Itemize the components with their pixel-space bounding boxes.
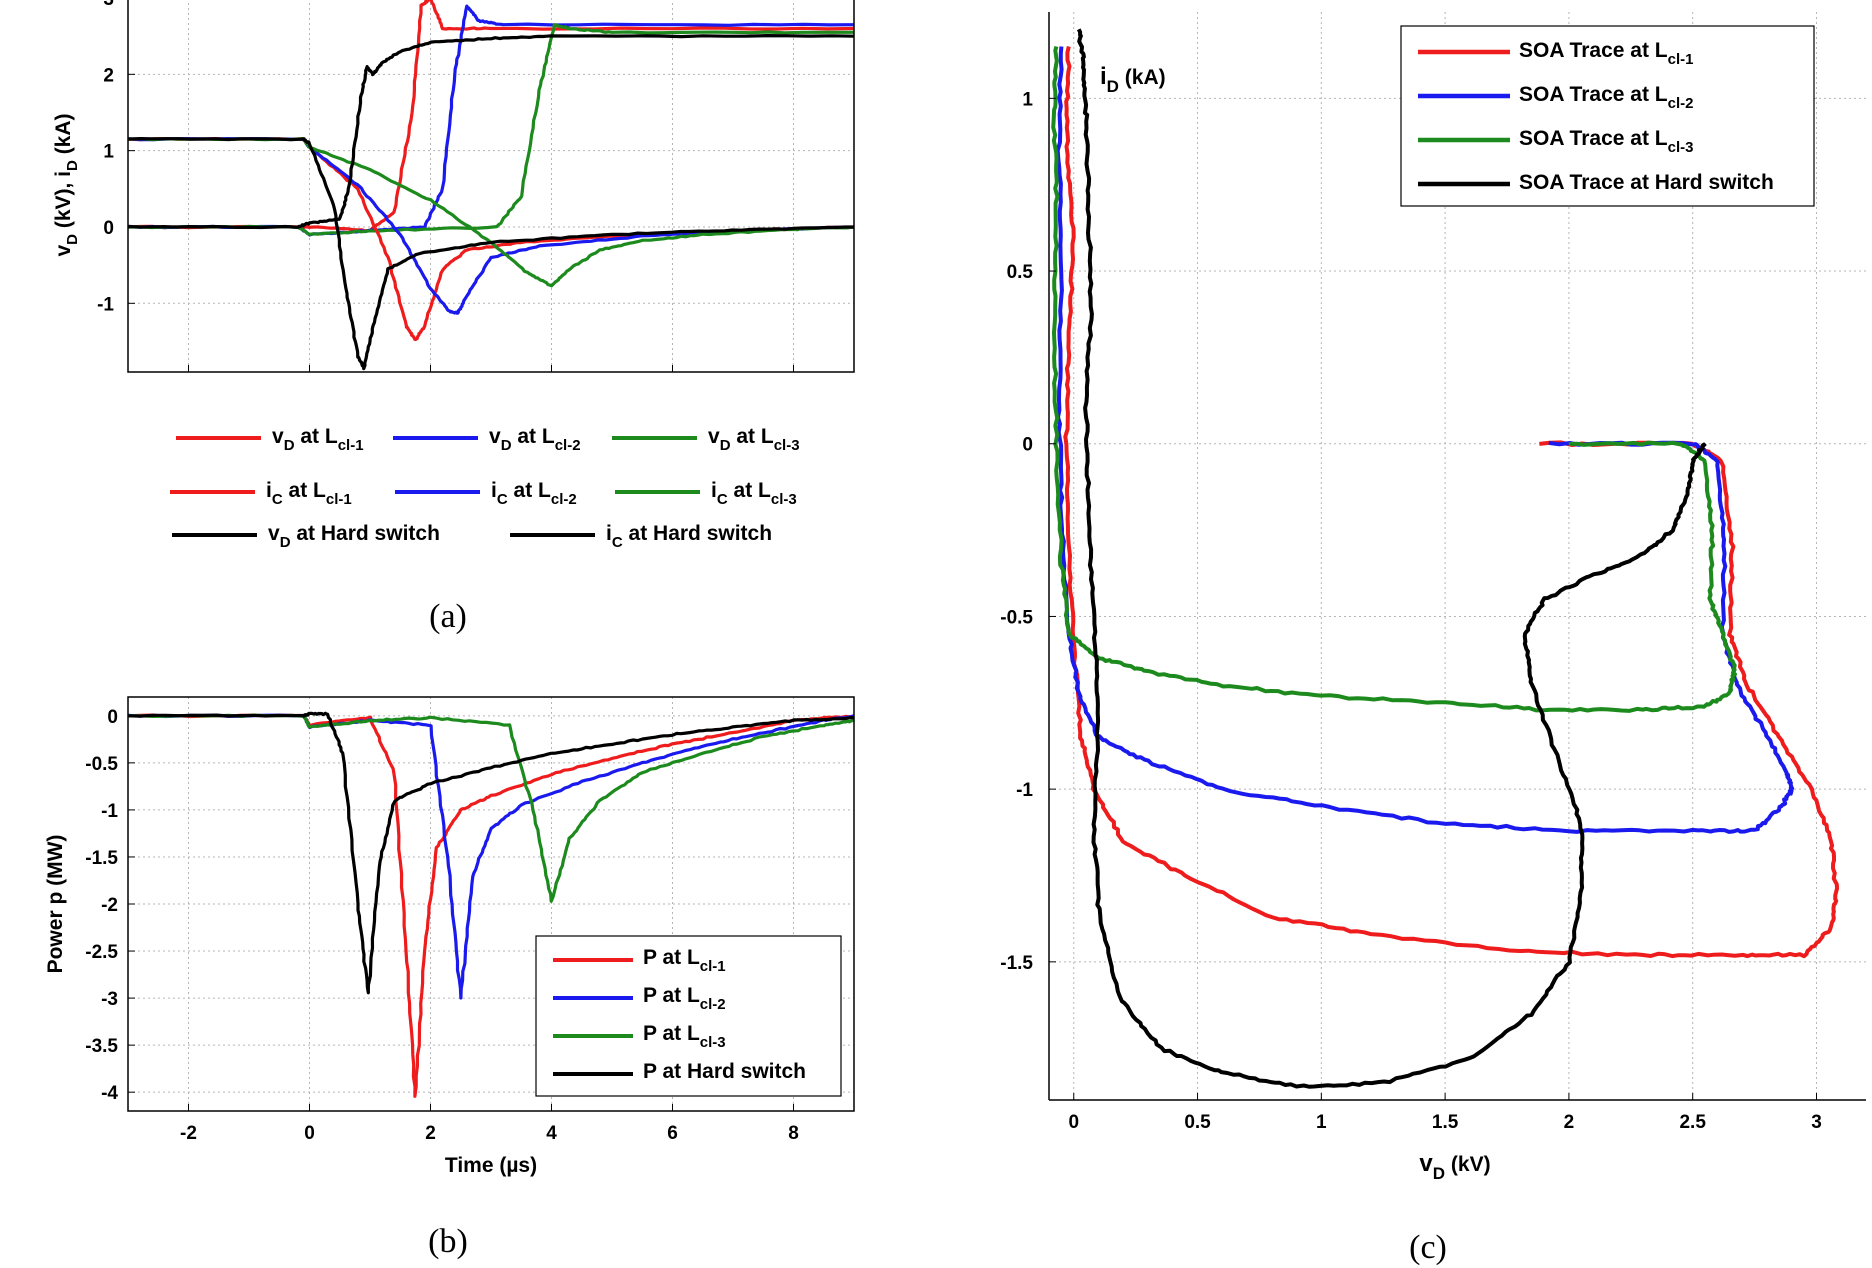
- series-line-green: [127, 137, 855, 288]
- y-tick-label: -1: [1016, 780, 1033, 801]
- legend-label: SOA Trace at Lcl-2: [1519, 83, 1693, 112]
- series-line-black: [128, 711, 854, 995]
- panel-a: -10123 vD (kV), iD (kA) vD at Lcl-1vD at…: [52, 0, 855, 635]
- y-tick-label: -2.5: [85, 942, 118, 963]
- panel-b-ylabel: Power p (MW): [44, 835, 67, 974]
- legend-label: vD at Lcl-1: [272, 425, 364, 454]
- legend-label: SOA Trace at Lcl-3: [1519, 127, 1693, 156]
- panel-a-plot-area: [127, 0, 855, 373]
- panel-a-label: (a): [429, 598, 467, 635]
- x-tick-label: 4: [546, 1123, 557, 1144]
- series-line-red: [1063, 46, 1839, 959]
- y-tick-label: -4: [101, 1083, 118, 1104]
- legend-box: [535, 935, 842, 1097]
- series-line-red: [128, 137, 855, 342]
- legend-label: SOA Trace at Hard switch: [1519, 171, 1774, 194]
- legend-label: P at Lcl-2: [643, 984, 726, 1013]
- x-tick-label: 1.5: [1432, 1112, 1459, 1133]
- y-tick-label: -1: [97, 294, 114, 315]
- legend-box: [1400, 25, 1815, 207]
- y-tick-label: -0.5: [85, 754, 118, 775]
- y-tick-label: 1: [1022, 89, 1033, 110]
- x-tick-label: 3: [1811, 1112, 1822, 1133]
- x-tick-label: 2.5: [1679, 1112, 1706, 1133]
- panel-c-xlabel: vD (kV): [1419, 1150, 1490, 1183]
- legend-label: iC at Lcl-3: [711, 479, 797, 508]
- legend-label: iC at Lcl-2: [491, 479, 577, 508]
- y-tick-label: 0.5: [1007, 262, 1034, 283]
- legend-label: P at Lcl-1: [643, 946, 726, 975]
- panel-c-label: (c): [1409, 1229, 1447, 1266]
- x-tick-label: 8: [788, 1123, 799, 1144]
- y-tick-label: -3.5: [85, 1036, 118, 1057]
- series-line-red: [128, 713, 855, 1098]
- x-tick-label: 2: [1564, 1112, 1575, 1133]
- y-tick-label: -1: [101, 801, 118, 822]
- legend-label: SOA Trace at Lcl-1: [1519, 39, 1693, 68]
- y-tick-label: 1: [103, 142, 114, 163]
- y-tick-label: -0.5: [1000, 607, 1033, 628]
- panel-c: 0 0.5 1 1.5 2 2.5 3 1 0.5 0 -0.5 -1 -1.5 iD (kA) vD …: [1000, 12, 1866, 1266]
- legend-label: P at Lcl-3: [643, 1022, 726, 1051]
- series-line-green: [127, 23, 854, 236]
- x-tick-label: 0.5: [1184, 1112, 1211, 1133]
- x-tick-label: 1: [1316, 1112, 1327, 1133]
- x-tick-label: 2: [425, 1123, 436, 1144]
- legend-label: vD at Lcl-2: [489, 425, 581, 454]
- series-line-black: [1076, 28, 1707, 1089]
- y-tick-label: -1.5: [85, 848, 118, 869]
- panel-c-ylabel: iD (kA): [1100, 63, 1166, 96]
- series-line-green: [127, 713, 855, 903]
- series-line-black: [128, 137, 854, 371]
- y-tick-label: 0: [107, 707, 118, 728]
- series-line-blue: [127, 137, 855, 315]
- y-tick-label: -1.5: [1000, 953, 1033, 974]
- legend-label: vD at Hard switch: [268, 522, 440, 551]
- panel-b-xlabel: Time (µs): [445, 1154, 537, 1177]
- panel-a-legend: vD at Lcl-1 vD at Lcl-2 vD at Lcl-3 iC at L…: [170, 425, 800, 551]
- series-line-blue: [127, 4, 855, 237]
- y-tick-label: -3: [101, 989, 118, 1010]
- y-tick-label: 2: [103, 65, 114, 86]
- y-tick-label: 0: [1022, 435, 1033, 456]
- legend-label: P at Hard switch: [643, 1060, 806, 1083]
- y-tick-label: 0: [103, 218, 114, 239]
- panel-c-legend: SOA Trace at Lcl-1 SOA Trace at Lcl-2 SOA …: [1400, 25, 1815, 207]
- panel-b-label: (b): [428, 1223, 468, 1260]
- x-tick-label: 0: [1068, 1112, 1079, 1133]
- legend-label: iC at Lcl-1: [266, 479, 352, 508]
- panel-b-legend: P at Lcl-1 P at Lcl-2 P at Lcl-3 P at Hard …: [535, 935, 842, 1097]
- series-line-green: [1051, 45, 1737, 713]
- series-line-black: [127, 34, 855, 230]
- x-tick-label: -2: [180, 1123, 197, 1144]
- y-tick-label: 3: [103, 0, 114, 10]
- legend-label: iC at Hard switch: [606, 522, 772, 551]
- legend-label: vD at Lcl-3: [708, 425, 800, 454]
- y-tick-label: -2: [101, 895, 118, 916]
- series-line-red: [128, 0, 855, 233]
- panel-b: -2 0 2 4 6 8 0 -0.5 -1 -1.5 -2 -2.5 -3 -3.5 -4 Power p…: [44, 696, 855, 1260]
- x-tick-label: 0: [304, 1123, 315, 1144]
- panel-a-ylabel: vD (kV), iD (kA): [52, 113, 81, 256]
- x-tick-label: 6: [667, 1123, 678, 1144]
